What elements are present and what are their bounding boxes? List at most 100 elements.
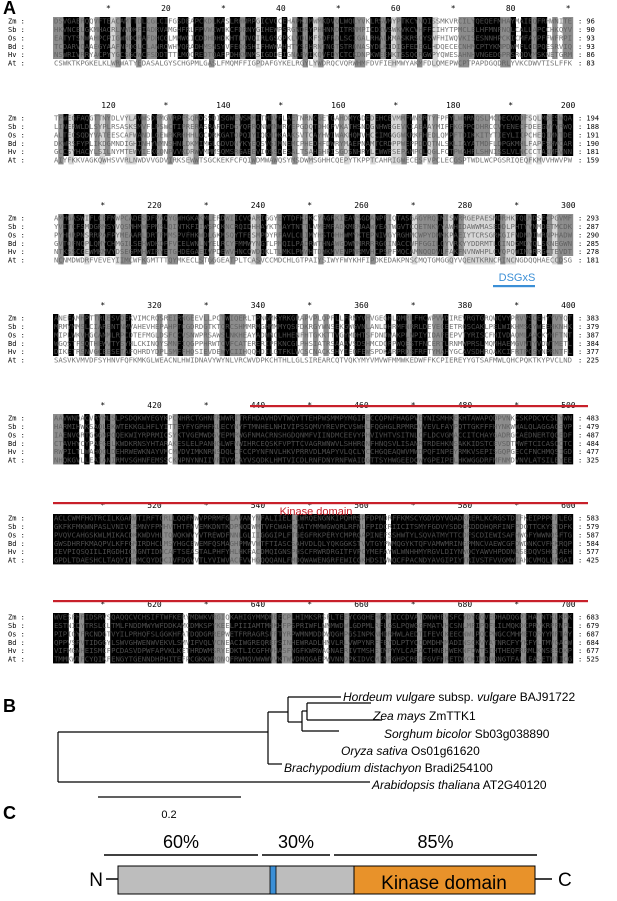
position-tick: * xyxy=(307,201,312,210)
conservation-column xyxy=(427,17,433,59)
residue-count: : 96 xyxy=(578,18,595,26)
conservation-column xyxy=(562,17,568,59)
conservation-column xyxy=(521,114,527,156)
conservation-column xyxy=(219,613,225,664)
leaf-species: Brachypodium distachyon xyxy=(284,761,422,775)
conservation-column xyxy=(177,414,184,465)
conservation-column xyxy=(500,414,506,465)
conservation-column xyxy=(359,17,366,68)
conservation-column xyxy=(463,314,470,356)
conservation-column xyxy=(157,613,163,664)
conservation-column xyxy=(391,414,397,465)
conservation-column xyxy=(359,214,366,256)
conservation-column xyxy=(58,613,64,664)
position-tick: 280 xyxy=(458,201,473,210)
conservation-column xyxy=(432,17,438,68)
conservation-column xyxy=(141,414,147,465)
position-tick: * xyxy=(411,301,416,310)
conservation-column xyxy=(276,613,282,664)
conservation-column xyxy=(99,414,106,465)
residue-count: : 684 xyxy=(578,639,599,647)
conservation-column xyxy=(313,514,319,565)
conservation-column xyxy=(557,514,563,565)
conservation-column xyxy=(245,17,251,59)
conservation-column xyxy=(370,613,376,664)
conservation-column xyxy=(541,514,548,565)
conservation-column xyxy=(110,17,116,68)
conservation-column xyxy=(333,414,340,465)
conservation-column xyxy=(292,414,298,465)
conservation-column xyxy=(370,17,376,59)
conservation-column xyxy=(193,613,199,664)
conservation-column xyxy=(183,314,189,356)
conservation-column xyxy=(73,17,80,59)
residue-count: : 293 xyxy=(578,215,599,223)
position-tick: * xyxy=(204,600,209,609)
conservation-column xyxy=(391,514,397,565)
conservation-column xyxy=(136,514,142,565)
conservation-column xyxy=(167,514,173,565)
conservation-column xyxy=(125,17,132,59)
conservation-column xyxy=(521,414,527,465)
conservation-column xyxy=(224,214,230,256)
conservation-column xyxy=(354,214,360,256)
species-label: Sb : xyxy=(8,323,25,331)
sequence-row: GCCSYHACYLSILNYMTEWYIEKCQNPVVKDRWVMMMSQM… xyxy=(54,147,572,156)
conservation-column xyxy=(141,214,147,265)
position-tick: 540 xyxy=(251,501,266,510)
conservation-column xyxy=(240,114,246,156)
conservation-column xyxy=(339,514,345,565)
conservation-column xyxy=(422,314,428,356)
conservation-column xyxy=(500,514,506,565)
conservation-column xyxy=(146,613,152,664)
conservation-column xyxy=(151,114,158,156)
dsgxs-motif-mark xyxy=(269,865,277,895)
conservation-column xyxy=(479,314,485,356)
conservation-column xyxy=(281,613,288,664)
conservation-column xyxy=(521,214,527,256)
conservation-column xyxy=(469,314,475,356)
conservation-column xyxy=(235,613,241,664)
species-label: Os : xyxy=(8,131,25,139)
conservation-column xyxy=(417,214,423,256)
species-label: Hv : xyxy=(8,348,25,356)
conservation-column xyxy=(489,414,496,465)
conservation-column xyxy=(240,613,246,664)
conservation-column xyxy=(120,17,126,59)
sequence-row: WVESFHFIDSRVSQAQQCVCHSIFTWFKERYMDWKVRGIQ… xyxy=(54,613,573,622)
conservation-column xyxy=(380,514,386,565)
tree-leaf-label: Zea mays ZmTTK1 xyxy=(372,709,476,723)
conservation-column xyxy=(401,414,407,465)
conservation-column xyxy=(261,613,267,664)
residue-count: : 377 xyxy=(578,348,599,356)
conservation-column xyxy=(359,514,366,565)
species-label: Bd : xyxy=(8,240,25,248)
conservation-column xyxy=(333,17,340,59)
conservation-column xyxy=(463,214,470,265)
conservation-column xyxy=(157,114,163,156)
conservation-column xyxy=(401,114,407,165)
conservation-column xyxy=(484,17,490,59)
leaf-species-2: vulgare xyxy=(477,690,517,704)
sequence-row: RWPILTLWAHQQLDEHRWEWKNAYVMCMVDVIMKNRNSDQ… xyxy=(54,447,572,456)
residue-count: : 383 xyxy=(578,315,599,323)
conservation-column xyxy=(250,17,256,59)
conservation-column xyxy=(375,414,381,465)
conservation-column xyxy=(526,514,532,565)
position-tick: 20 xyxy=(161,4,171,13)
conservation-column xyxy=(318,414,324,465)
conservation-column xyxy=(344,17,350,59)
residue-count: : 285 xyxy=(578,240,599,248)
conservation-column xyxy=(151,414,158,465)
conservation-column xyxy=(94,17,100,59)
species-label: Zm : xyxy=(8,115,25,123)
conservation-column xyxy=(313,414,319,465)
conservation-column xyxy=(229,414,236,465)
conservation-column xyxy=(214,514,220,565)
conservation-column xyxy=(417,414,423,465)
sequence-row: WGQSTFSQTHEWVTYSYHLCKINQYSMNFIQGPPHRWTCV… xyxy=(54,339,572,348)
position-tick: * xyxy=(204,501,209,510)
species-label: Zm : xyxy=(8,515,25,523)
sequence-row: TMMKWTFCYQIKFENGYTGENNDHPHITEFPCGKKWPQNQ… xyxy=(54,655,572,664)
conservation-column xyxy=(172,414,178,465)
